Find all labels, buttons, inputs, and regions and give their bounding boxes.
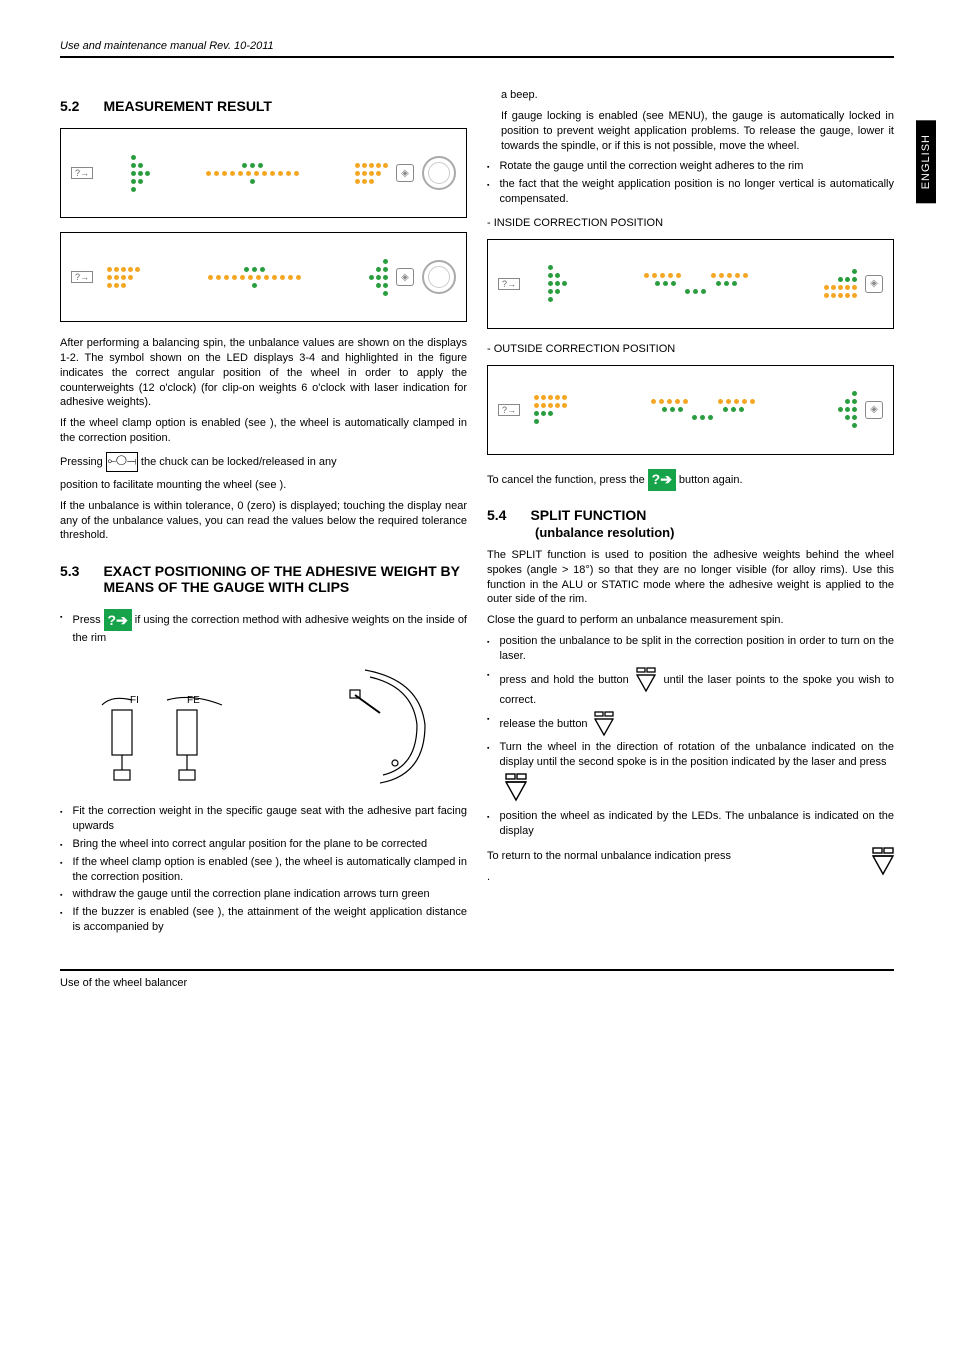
figure-result-bottom: ?→ ◈: [60, 232, 467, 322]
bullet-list: Rotate the gauge until the correction we…: [487, 159, 894, 207]
wheel-icon: [422, 260, 456, 294]
left-column: 5.2 MEASUREMENT RESULT ?→: [60, 88, 467, 941]
section-title: SPLIT FUNCTION: [530, 507, 894, 523]
text: ).: [280, 479, 287, 491]
text: button again.: [679, 474, 743, 486]
page-footer: Use of the wheel balancer: [60, 969, 894, 989]
list-item: Press ?➔ if using the correction method …: [60, 609, 467, 646]
spoke-button-icon: [633, 667, 659, 693]
list-item: press and hold the button until the lase…: [487, 667, 894, 708]
list-item: withdraw the gauge until the correction …: [60, 887, 467, 902]
text: To cancel the function, press the: [487, 474, 648, 486]
diamond-icon: ◈: [865, 275, 883, 293]
para: The SPLIT function is used to position t…: [487, 548, 894, 607]
rim-cross-section-icon: [325, 665, 435, 785]
section-5-2-heading: 5.2 MEASUREMENT RESULT: [60, 98, 467, 114]
section-title: MEASUREMENT RESULT: [103, 98, 467, 114]
list-item: If the wheel clamp option is enabled (se…: [60, 855, 467, 885]
bullet-list: position the wheel as indicated by the L…: [487, 809, 894, 839]
list-item: Rotate the gauge until the correction we…: [487, 159, 894, 174]
para: Pressing ⟜◯⟞ the chuck can be locked/rel…: [60, 452, 467, 472]
section-title: EXACT POSITIONING OF THE ADHESIVE WEIGHT…: [103, 563, 467, 595]
caption-outside: - OUTSIDE CORRECTION POSITION: [487, 343, 894, 355]
fi-label: FI: [130, 695, 139, 706]
text: To return to the normal unbalance indica…: [487, 850, 731, 862]
text: If the wheel clamp option is enabled (se…: [60, 417, 270, 429]
para: Close the guard to perform an unbalance …: [487, 613, 894, 628]
list-item: Fit the correction weight in the specifi…: [60, 804, 467, 834]
section-subtitle: (unbalance resolution): [535, 525, 894, 540]
list-item: Bring the wheel into correct angular pos…: [60, 837, 467, 852]
bullet-list: Fit the correction weight in the specifi…: [60, 804, 467, 935]
text: position to facilitate mounting the whee…: [60, 479, 280, 491]
spoke-icon-standalone: [501, 775, 894, 801]
bullet-list: position the unbalance to be split in th…: [487, 634, 894, 769]
bullet-list: Press ?➔ if using the correction method …: [60, 609, 467, 646]
para: a beep.: [487, 88, 894, 103]
help-corner-icon: ?→: [71, 167, 93, 179]
gauge-diagram-icon: FI FE: [92, 665, 262, 785]
diamond-icon: ◈: [396, 268, 414, 286]
wheel-icon: [422, 156, 456, 190]
section-5-4-heading: 5.4 SPLIT FUNCTION: [487, 507, 894, 523]
help-corner-icon: ?→: [71, 271, 93, 283]
help-corner-icon: ?→: [498, 404, 520, 416]
spoke-button-icon: [591, 711, 617, 737]
spoke-button-icon: [868, 849, 894, 875]
spoke-button-icon: [501, 775, 527, 801]
para: .: [487, 870, 894, 885]
diamond-icon: ◈: [865, 401, 883, 419]
para: If the unbalance is within tolerance, 0 …: [60, 499, 467, 544]
list-item: Turn the wheel in the direction of rotat…: [487, 740, 894, 770]
text: Pressing: [60, 456, 106, 468]
figure-inside-correction: ?→: [487, 239, 894, 329]
page-header: Use and maintenance manual Rev. 10-2011: [60, 40, 894, 58]
para: If the wheel clamp option is enabled (se…: [60, 416, 467, 446]
section-number: 5.2: [60, 98, 79, 114]
chuck-icon: ⟜◯⟞: [106, 452, 138, 472]
text: release the button: [499, 718, 590, 730]
question-arrow-icon: ?➔: [648, 469, 676, 491]
figure-result-top: ?→ ◈: [60, 128, 467, 218]
list-item: position the wheel as indicated by the L…: [487, 809, 894, 839]
diamond-icon: ◈: [396, 164, 414, 182]
figure-outside-correction: ?→: [487, 365, 894, 455]
list-item: the fact that the weight application pos…: [487, 177, 894, 207]
section-number: 5.4: [487, 507, 506, 523]
language-tab: ENGLISH: [916, 120, 936, 203]
content-columns: 5.2 MEASUREMENT RESULT ?→: [60, 88, 894, 941]
list-item: position the unbalance to be split in th…: [487, 634, 894, 664]
para: After performing a balancing spin, the u…: [60, 336, 467, 410]
text: the chuck can be locked/released in any: [141, 456, 337, 468]
fe-label: FE: [187, 695, 200, 706]
para: To cancel the function, press the ?➔ but…: [487, 469, 894, 491]
para: To return to the normal unbalance indica…: [487, 849, 894, 864]
para: position to facilitate mounting the whee…: [60, 478, 467, 493]
right-column: a beep. If gauge locking is enabled (see…: [487, 88, 894, 941]
figure-gauge: FI FE: [60, 660, 467, 790]
para: If gauge locking is enabled (see MENU), …: [487, 109, 894, 154]
text: Press: [72, 614, 103, 626]
section-5-3-heading: 5.3 EXACT POSITIONING OF THE ADHESIVE WE…: [60, 563, 467, 595]
list-item: If the buzzer is enabled (see ), the att…: [60, 905, 467, 935]
section-number: 5.3: [60, 563, 79, 595]
list-item: release the button: [487, 711, 894, 737]
help-corner-icon: ?→: [498, 278, 520, 290]
question-arrow-icon: ?➔: [104, 609, 132, 631]
caption-inside: - INSIDE CORRECTION POSITION: [487, 217, 894, 229]
text: press and hold the button: [499, 674, 633, 686]
